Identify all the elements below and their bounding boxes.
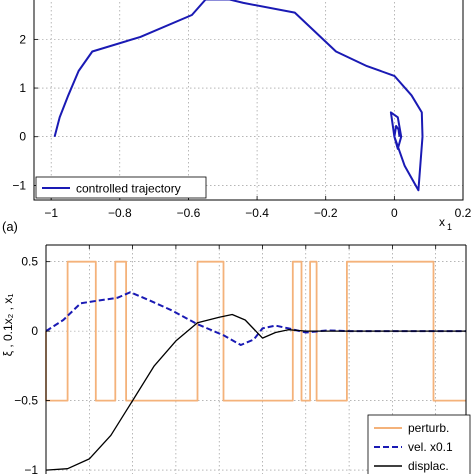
bottom-series — [45, 260, 466, 471]
top-legend-label: controlled trajectory — [76, 182, 181, 196]
top-chart: −1 −0.8 −0.6 −0.4 −0.2 0 0.2 −1 0 1 2 controlled t… — [12, 0, 472, 232]
top-ticks: −1 −0.8 −0.6 −0.4 −0.2 0 0.2 −1 0 1 2 — [12, 32, 471, 220]
bottom-y-tick-label: −0.5 — [14, 394, 38, 408]
displacement-line — [45, 313, 466, 471]
bottom-y-tick-label: −1 — [24, 463, 38, 474]
top-grid — [34, 0, 463, 200]
bottom-legend-box — [367, 414, 471, 474]
top-series — [53, 0, 424, 192]
top-x-tick-label: −0.4 — [245, 206, 269, 220]
top-x-tick-label: 0.2 — [455, 206, 472, 220]
x-axis-label-subscript: 1 — [447, 222, 452, 232]
bottom-grid — [46, 245, 466, 474]
panel-label: (a) — [2, 219, 18, 234]
y-axis-label: ξ , 0.1x₂ , x₁ — [1, 294, 15, 357]
top-x-tick-label: −0.2 — [314, 206, 338, 220]
top-plot-border — [33, 0, 464, 201]
top-x-axis-label: x 1 — [439, 215, 452, 232]
top-y-tick-label: 0 — [19, 130, 26, 144]
top-x-tick-label: −1 — [44, 206, 58, 220]
bottom-chart: −1 −0.5 0 0.5 ξ , 0.1x₂ , x₁ perturb. vel. … — [1, 244, 471, 474]
top-x-tick-label: 0 — [391, 206, 398, 220]
trajectory-line — [53, 0, 424, 192]
top-x-tick-label: −0.6 — [177, 206, 201, 220]
legend-label-velocity: vel. x0.1 — [408, 440, 453, 454]
top-y-tick-label: −1 — [12, 178, 26, 192]
x-axis-label: x — [439, 215, 445, 229]
bottom-y-tick-label: 0 — [31, 324, 38, 338]
bottom-y-tick-label: 0.5 — [21, 255, 38, 269]
top-x-tick-label: −0.8 — [108, 206, 132, 220]
perturbation-line — [45, 260, 466, 402]
top-y-tick-label: 1 — [19, 81, 26, 95]
legend-label-displacement: displac. — [408, 459, 449, 473]
bottom-ticks: −1 −0.5 0 0.5 — [14, 245, 437, 474]
top-y-tick-label: 2 — [19, 32, 26, 46]
top-plot-frame — [34, 0, 463, 200]
top-legend-box — [35, 176, 207, 199]
top-legend: controlled trajectory — [35, 176, 207, 199]
velocity-line — [45, 291, 466, 346]
legend-label-perturb: perturb. — [408, 421, 449, 435]
bottom-legend: perturb. vel. x0.1 displac. — [367, 414, 471, 474]
